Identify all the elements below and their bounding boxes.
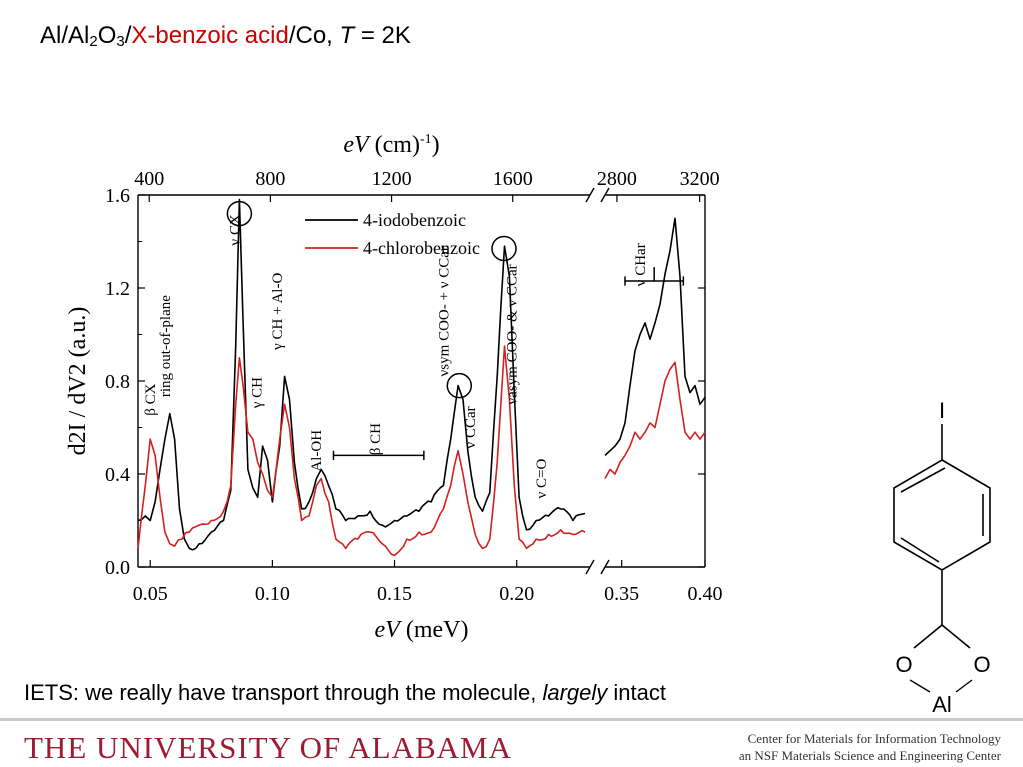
bond [909, 679, 931, 693]
top-x-tick-label: 400 [134, 168, 164, 190]
peak-annotation: γ CH [249, 377, 265, 409]
bond [955, 679, 973, 693]
center-credit: Center for Materials for Information Tec… [739, 730, 1001, 764]
peak-annotation: ring out-of-plane [158, 295, 174, 397]
top-axis-label: eV (cm)-1) [343, 132, 439, 158]
top-x-tick-label: 2800 [597, 168, 637, 190]
peak-circle [491, 235, 517, 262]
peak-annotation: νasym COO- & ν CCar [505, 264, 521, 404]
center-credit-line2: an NSF Materials Science and Engineering… [738, 748, 1001, 763]
y-axis-label: d2I / dV2 (a.u.) [65, 307, 91, 456]
peak-circle [226, 200, 253, 227]
x-axis-label: eV (meV) [375, 617, 469, 643]
double-bond [900, 467, 946, 493]
axis-break-mark [600, 187, 610, 203]
peak-annotation: β CX [143, 383, 159, 415]
university-logo-text: THE UNIVERSITY OF ALABAMA [24, 730, 512, 765]
x-tick-label: 0.40 [688, 583, 723, 605]
double-bond [900, 537, 940, 563]
x-tick-label: 0.05 [133, 583, 168, 605]
bond [941, 624, 971, 649]
top-x-tick-label: 1200 [372, 168, 412, 190]
center-credit-line1: Center for Materials for Information Tec… [747, 731, 1001, 746]
slide-title: Al/Al2O3/X-benzoic acid/Co, T = 2K [40, 22, 411, 50]
y-tick-label: 1.6 [105, 185, 130, 207]
legend: 4-iodobenzoic 4-chlorobenzoic [305, 210, 480, 258]
footer-divider [0, 718, 1023, 721]
x-tick-label: 0.15 [377, 583, 412, 605]
peak-annotation: ν CX [227, 214, 243, 246]
series-1-line [137, 198, 586, 551]
benzene-ring [893, 459, 991, 571]
axis-break-mark [600, 559, 610, 575]
series-1-line [604, 217, 706, 456]
caption: IETS: we really have transport through t… [24, 680, 666, 705]
iodine-atom-label: I [939, 398, 945, 423]
oxygen-atom-label: O [895, 652, 912, 677]
axis-break-mark [585, 187, 595, 203]
axis-break-mark [585, 559, 595, 575]
y-tick-label: 0.0 [105, 557, 130, 579]
top-x-tick-label: 1600 [493, 168, 533, 190]
peak-annotation: ν CCar [463, 406, 479, 448]
peak-annotation: Al-OH [309, 430, 325, 472]
x-tick-label: 0.20 [499, 583, 534, 605]
peak-annotation: νsym COO- + ν CCar [436, 246, 452, 376]
y-tick-label: 0.8 [105, 371, 130, 393]
top-x-tick-label: 3200 [680, 168, 720, 190]
peak-annotation: ν CHar [633, 243, 649, 286]
series-2-line [604, 361, 706, 479]
x-tick-label: 0.35 [604, 583, 639, 605]
y-tick-label: 0.4 [105, 464, 130, 486]
peak-annotation: β CH [368, 423, 384, 455]
peak-circle [446, 372, 473, 399]
bond [913, 624, 943, 649]
oxygen-atom-label: O [973, 652, 990, 677]
series-2-line [137, 345, 586, 557]
top-x-tick-label: 800 [255, 168, 285, 190]
benzoic-acid-structure: I O O Al [893, 398, 991, 717]
plot-frame: 0.0 0.4 0.8 1.2 1.6 0.05 0.10 0.15 0.20 0.35 0.40 4… [65, 132, 723, 643]
legend-label: 4-chlorobenzoic [363, 238, 480, 258]
x-tick-label: 0.10 [255, 583, 290, 605]
peak-annotation: γ CH + Al-O [270, 273, 286, 351]
peak-annotation: ν C=O [534, 459, 550, 499]
aluminum-atom-label: Al [932, 692, 952, 717]
y-tick-label: 1.2 [105, 278, 130, 300]
legend-label: 4-iodobenzoic [363, 210, 466, 230]
